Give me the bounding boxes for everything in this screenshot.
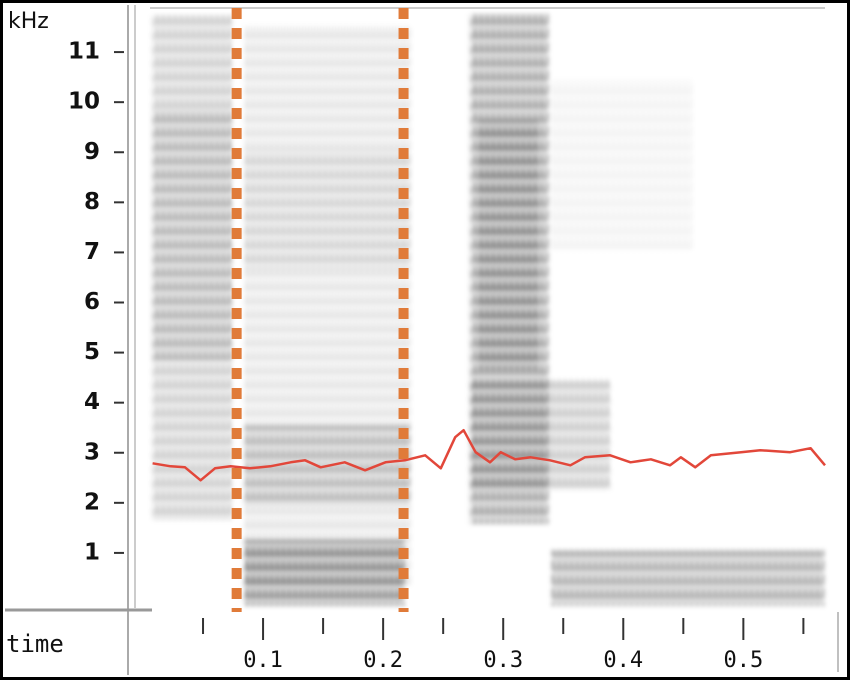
y-tick-label: 1 bbox=[84, 539, 100, 565]
x-tick-label: 0.2 bbox=[363, 648, 403, 673]
x-tick-label: 0.1 bbox=[243, 648, 283, 673]
y-tick-label: 4 bbox=[84, 389, 100, 415]
x-tick-label: 0.4 bbox=[603, 648, 643, 673]
y-tick-label: 7 bbox=[84, 239, 100, 265]
y-tick-label: 8 bbox=[84, 189, 100, 215]
y-tick-label: 2 bbox=[84, 489, 100, 515]
x-axis-label: time bbox=[6, 630, 64, 658]
x-tick-label: 0.5 bbox=[723, 648, 763, 673]
formant-track bbox=[152, 428, 826, 482]
y-tick-label: 10 bbox=[68, 89, 100, 115]
y-axis-label: kHz bbox=[8, 9, 49, 34]
y-tick-label: 9 bbox=[84, 139, 100, 165]
y-tick-label: 11 bbox=[68, 39, 100, 65]
x-tick-label: 0.3 bbox=[483, 648, 523, 673]
y-tick-label: 3 bbox=[84, 439, 100, 465]
y-tick-label: 5 bbox=[84, 339, 100, 365]
spectrogram-energy bbox=[152, 14, 824, 606]
y-tick-label: 6 bbox=[84, 289, 100, 315]
